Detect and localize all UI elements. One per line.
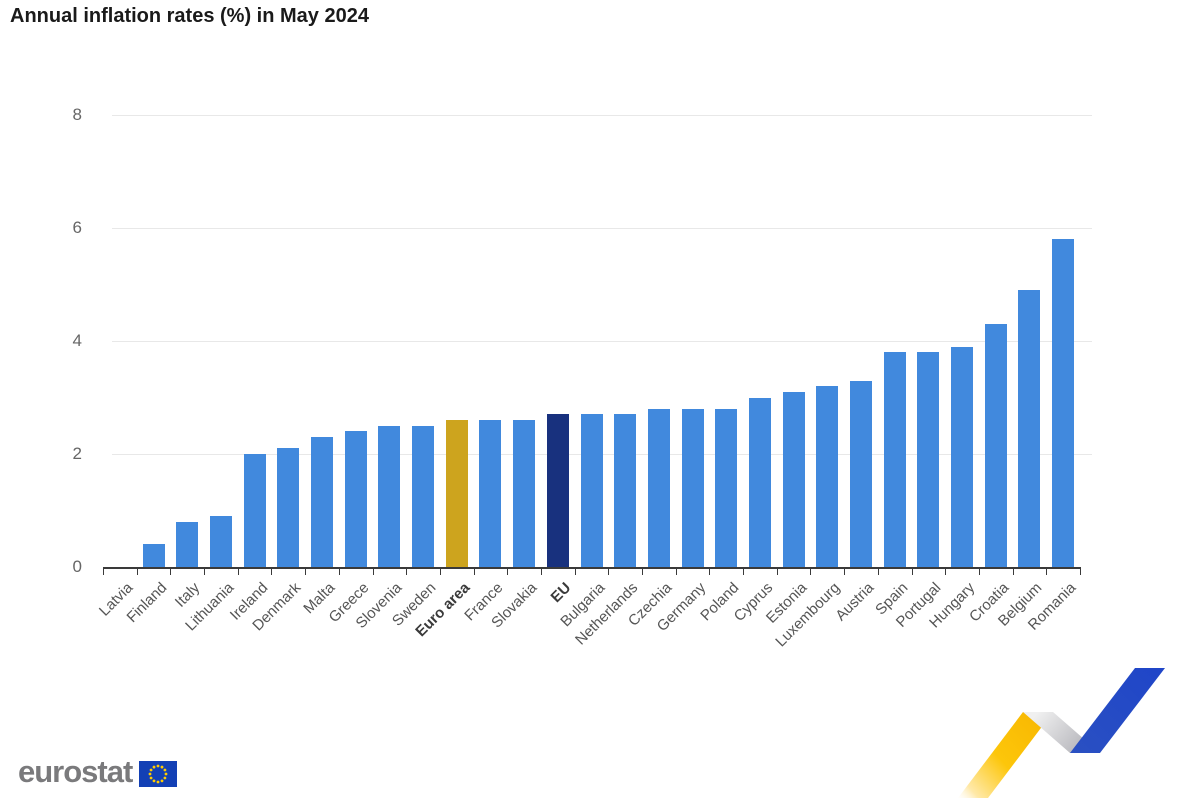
x-axis-tick <box>305 567 307 575</box>
bar-portugal <box>917 352 940 567</box>
y-tick-label-6: 6 <box>72 218 82 237</box>
bar-malta <box>310 437 333 567</box>
x-axis-tick <box>675 567 677 575</box>
ribbon-blue-band <box>1070 668 1165 753</box>
bar-greece <box>344 431 367 567</box>
eurostat-ribbon-graphic <box>958 668 1165 798</box>
x-axis-tick <box>473 567 475 575</box>
bar-ireland <box>243 454 266 567</box>
x-axis-tick <box>237 567 239 575</box>
bar-euro-area <box>445 420 468 567</box>
bar-czechia <box>647 408 670 567</box>
bar-finland <box>142 544 165 567</box>
x-axis-tick <box>1012 567 1014 575</box>
x-axis-tick <box>776 567 778 575</box>
ribbon-yellow-band <box>958 712 1053 798</box>
y-tick-label-2: 2 <box>72 444 82 463</box>
bar-germany <box>681 408 704 567</box>
chart-title: Annual inflation rates (%) in May 2024 <box>10 5 369 27</box>
x-axis-tick <box>204 567 206 575</box>
x-axis-tick <box>338 567 340 575</box>
gridline-4 <box>112 341 1092 342</box>
x-axis-tick <box>608 567 610 575</box>
bar-netherlands <box>614 414 637 567</box>
bar-slovakia <box>513 420 536 567</box>
bar-denmark <box>277 448 300 567</box>
x-axis-tick <box>1046 567 1048 575</box>
x-axis-tick <box>540 567 542 575</box>
bar-hungary <box>951 346 974 567</box>
bar-cyprus <box>748 397 771 567</box>
gridline-6 <box>112 228 1092 229</box>
x-axis-tick <box>844 567 846 575</box>
x-axis-line <box>103 567 1080 569</box>
x-axis-tick <box>574 567 576 575</box>
bar-luxembourg <box>816 386 839 567</box>
bar-slovenia <box>378 425 401 567</box>
x-axis-tick <box>136 567 138 575</box>
bar-croatia <box>984 324 1007 567</box>
x-axis-tick <box>406 567 408 575</box>
y-tick-label-4: 4 <box>72 331 82 350</box>
x-axis-tick <box>642 567 644 575</box>
bar-lithuania <box>209 516 232 567</box>
x-axis-tick <box>372 567 374 575</box>
x-axis-tick <box>507 567 509 575</box>
bar-bulgaria <box>580 414 603 567</box>
bar-estonia <box>782 391 805 567</box>
x-axis-tick <box>911 567 913 575</box>
x-axis-tick <box>810 567 812 575</box>
bar-poland <box>715 408 738 567</box>
x-axis-tick <box>1080 567 1081 575</box>
gridline-8 <box>112 115 1092 116</box>
bar-romania <box>1052 239 1075 567</box>
bar-eu <box>546 414 569 567</box>
eurostat-logo-text: eurostat <box>18 754 133 789</box>
eurostat-logo: eurostat <box>18 754 178 789</box>
x-axis-tick <box>170 567 172 575</box>
x-axis-tick <box>877 567 879 575</box>
bar-italy <box>176 521 199 567</box>
bar-sweden <box>412 425 435 567</box>
x-axis-tick <box>439 567 441 575</box>
y-tick-label-8: 8 <box>72 105 82 124</box>
x-axis-tick <box>709 567 711 575</box>
bar-austria <box>850 380 873 567</box>
eu-flag-icon <box>139 761 178 787</box>
x-axis-tick <box>271 567 273 575</box>
x-axis-tick <box>103 567 104 575</box>
x-axis-tick <box>743 567 745 575</box>
x-axis-tick <box>945 567 947 575</box>
bar-belgium <box>1018 290 1041 567</box>
bar-spain <box>883 352 906 567</box>
bar-france <box>479 420 502 567</box>
x-axis-tick <box>978 567 980 575</box>
y-tick-label-0: 0 <box>72 557 82 576</box>
